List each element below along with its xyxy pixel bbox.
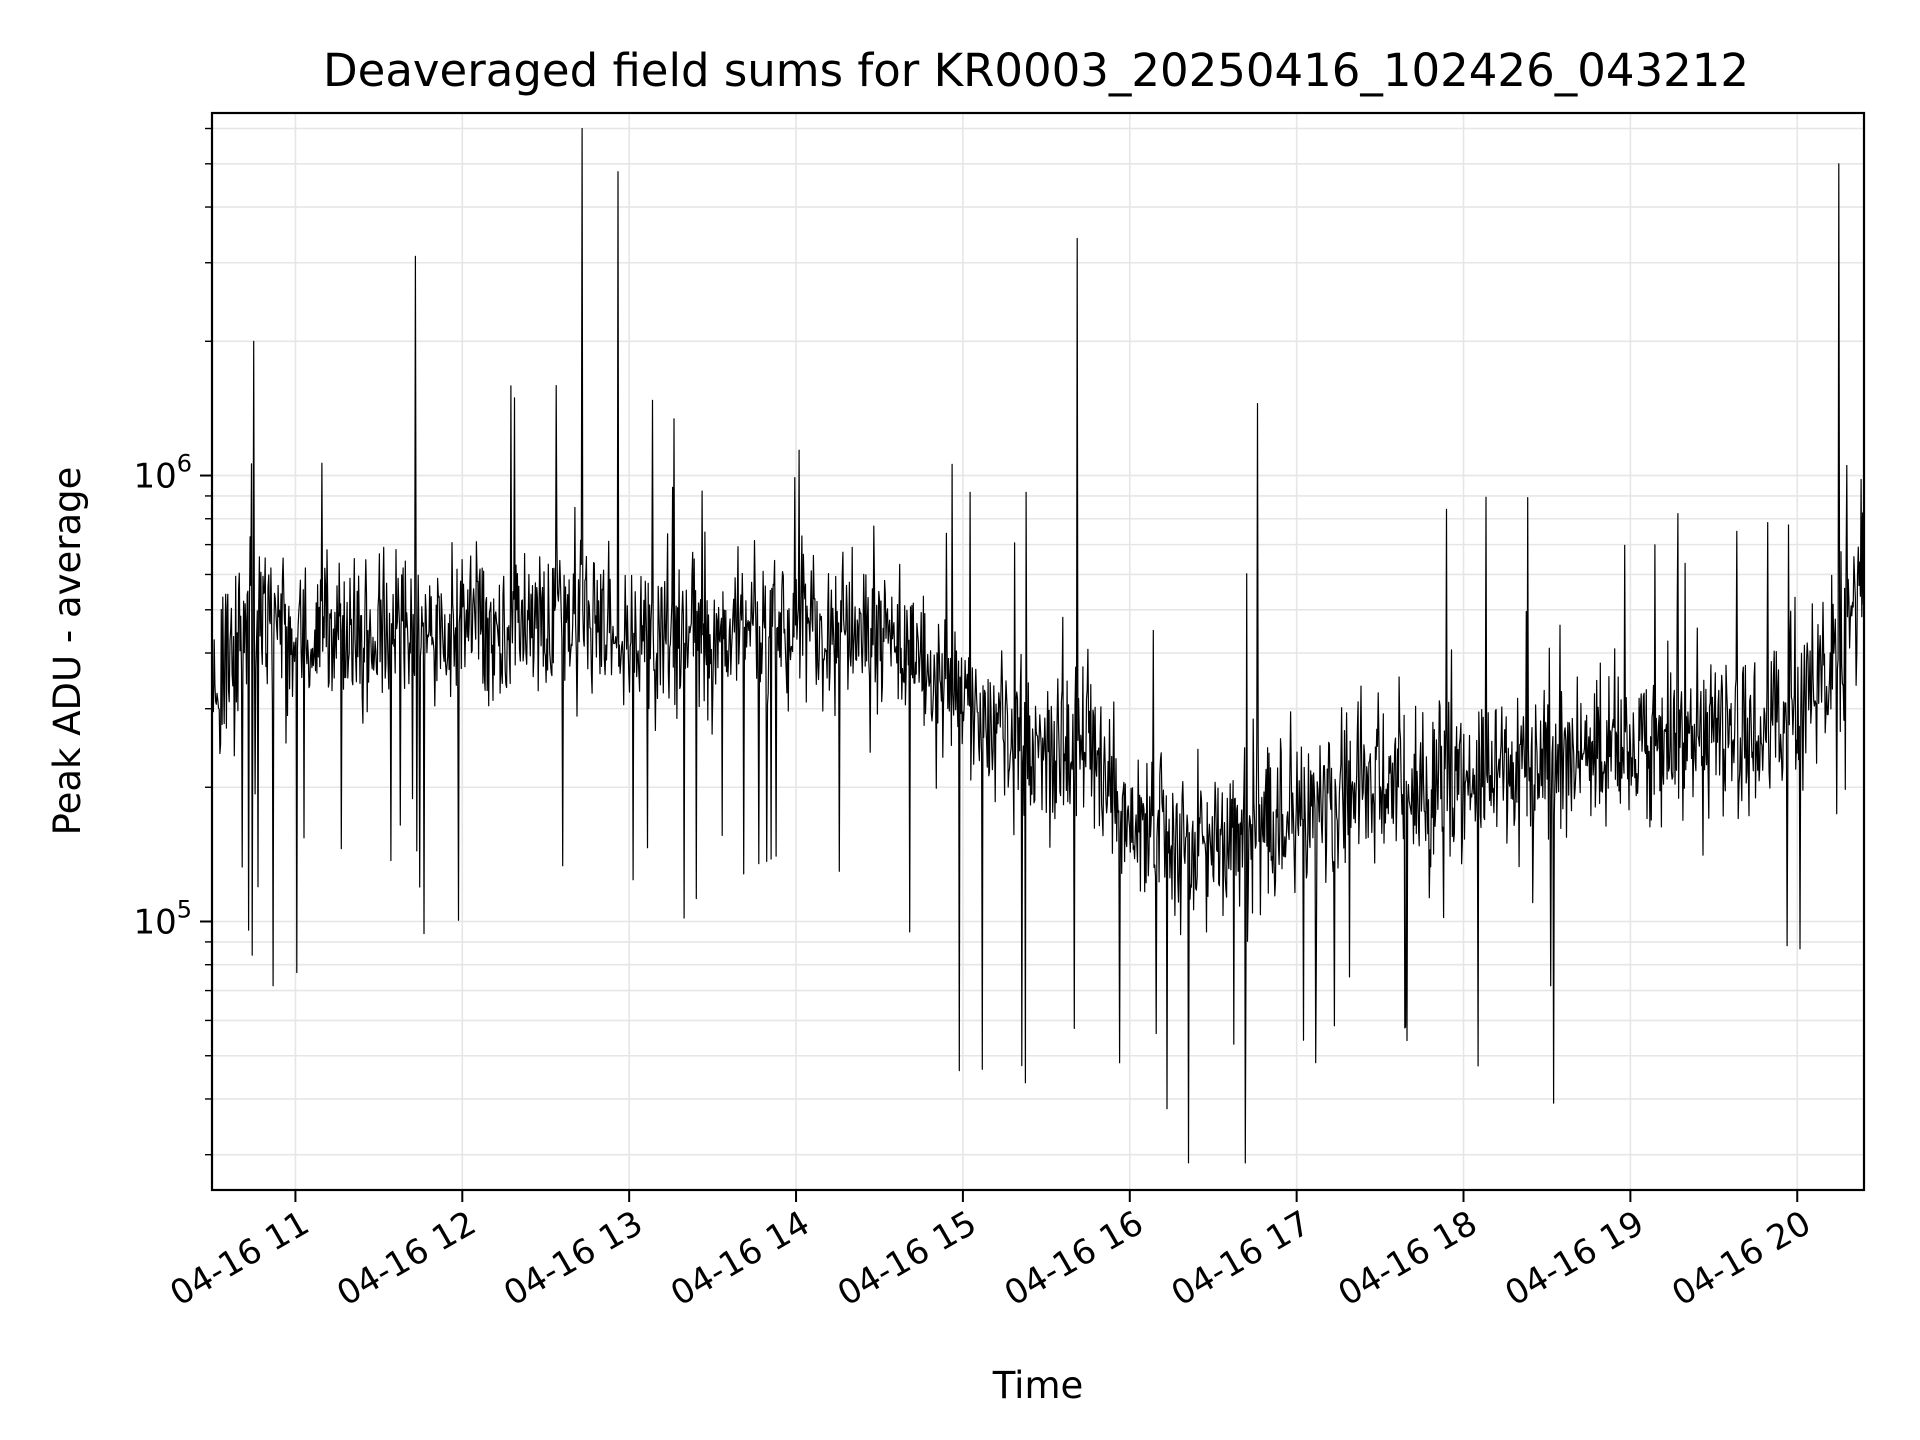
x-tick-label: 04-16 20 [1665,1203,1817,1314]
y-axis: 105 106 [133,127,212,1156]
x-tick-label: 04-16 14 [664,1203,816,1314]
y-tick-label: 105 [133,896,192,943]
series-line [211,127,1865,1164]
x-tick-label: 04-16 13 [497,1203,649,1314]
x-tick-label: 04-16 11 [164,1203,316,1314]
x-axis-label: Time [992,1364,1084,1407]
x-axis: 04-16 11 04-16 12 04-16 13 04-16 14 04-16 15… [164,1190,1818,1314]
series-layer [211,127,1865,1164]
y-axis-label: Peak ADU - average [46,467,89,836]
x-tick-label: 04-16 18 [1332,1203,1484,1314]
x-tick-label: 04-16 15 [831,1203,983,1314]
chart-title: Deaveraged field sums for KR0003_2025041… [323,44,1749,97]
plot-frame [210,111,1866,1192]
x-tick-label: 04-16 12 [330,1203,482,1314]
x-tick-label: 04-16 17 [1165,1203,1317,1314]
x-tick-label: 04-16 16 [998,1203,1150,1314]
gridlines [212,113,1864,1190]
y-tick-label: 106 [133,450,192,497]
x-tick-label: 04-16 19 [1498,1203,1650,1314]
